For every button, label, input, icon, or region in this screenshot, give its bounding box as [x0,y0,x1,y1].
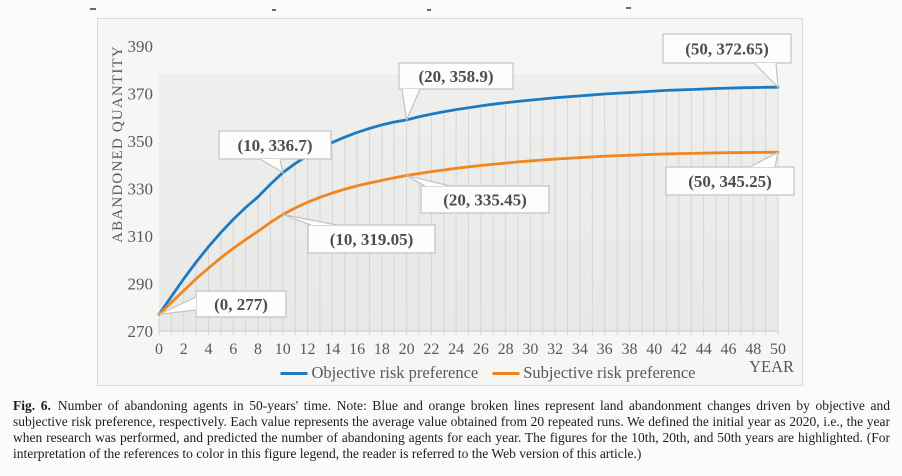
figure-caption: Fig. 6. Number of abandoning agents in 50… [13,398,890,462]
svg-text:(50, 345.25): (50, 345.25) [688,172,772,191]
cropped-text-artifact [427,9,431,11]
annotation-callout: (10, 319.05) [282,213,436,254]
svg-text:32: 32 [547,341,563,358]
annotation-callout: (0, 277) [158,290,287,318]
legend-item-objective: Objective risk preference [280,363,478,383]
svg-text:50: 50 [770,341,786,358]
legend-label-objective: Objective risk preference [311,363,479,382]
svg-text:330: 330 [128,180,154,199]
svg-text:350: 350 [128,132,154,151]
svg-text:(20, 335.45): (20, 335.45) [443,191,527,210]
svg-text:16: 16 [349,341,365,358]
svg-text:(0, 277): (0, 277) [214,295,268,314]
legend-item-subjective: Subjective risk preference [492,363,696,383]
subjective-line [157,150,780,316]
legend-swatch-subjective [492,371,520,375]
svg-text:6: 6 [229,341,237,358]
svg-text:14: 14 [324,341,340,358]
cropped-text-artifact [90,8,96,10]
svg-text:36: 36 [597,341,613,358]
svg-text:48: 48 [745,341,761,358]
svg-text:10: 10 [275,341,291,358]
svg-text:24: 24 [448,341,464,358]
svg-text:390: 390 [128,37,154,56]
legend: Objective risk preference Subjective ris… [280,363,696,383]
svg-text:4: 4 [205,341,213,358]
annotation-callout: (10, 336.7) [218,130,332,174]
svg-text:8: 8 [254,341,262,358]
svg-text:22: 22 [423,341,439,358]
svg-text:46: 46 [720,341,736,358]
cropped-text-artifact [626,7,631,9]
svg-text:(10, 336.7): (10, 336.7) [237,136,312,155]
svg-text:18: 18 [374,341,390,358]
x-axis-title: YEAR [749,357,794,376]
chart-figure: ABANDONED QUANTITY 0 2 4 6 8 10 12 14 16 18 20 22 24… [97,18,803,386]
annotation-callout: (50, 372.65) [662,33,792,89]
cropped-text-artifact [272,9,276,11]
legend-swatch-objective [280,371,308,375]
svg-text:2: 2 [180,341,188,358]
svg-text:0: 0 [155,341,163,358]
caption-text: Number of abandoning agents in 50-years'… [13,398,891,461]
svg-text:310: 310 [128,227,154,246]
svg-text:34: 34 [572,341,588,358]
annotation-callout: (20, 335.45) [406,174,550,214]
svg-text:270: 270 [128,322,154,341]
svg-text:44: 44 [696,341,712,358]
svg-text:12: 12 [300,341,316,358]
svg-text:30: 30 [522,341,538,358]
objective-line [157,85,780,316]
figure-label: Fig. 6. [13,398,51,413]
y-tick-labels: 270 290 310 330 350 370 390 [128,37,154,341]
plot-svg: 0 2 4 6 8 10 12 14 16 18 20 22 24 26 28 30 32 34 36 38 40 42 4… [128,33,795,376]
svg-text:20: 20 [399,341,415,358]
svg-text:(50, 372.65): (50, 372.65) [685,40,769,59]
svg-text:28: 28 [498,341,514,358]
svg-text:370: 370 [128,85,154,104]
svg-text:42: 42 [671,341,687,358]
annotation-callout: (20, 358.9) [398,62,514,123]
x-tick-labels: 0 2 4 6 8 10 12 14 16 18 20 22 24 26 28 30 32 34 36 38 40 42 4… [155,341,786,358]
annotation-callout: (50, 345.25) [665,151,795,196]
svg-text:26: 26 [473,341,489,358]
legend-label-subjective: Subjective risk preference [523,363,696,382]
svg-text:(10, 319.05): (10, 319.05) [330,230,414,249]
svg-text:38: 38 [621,341,637,358]
svg-text:(20, 358.9): (20, 358.9) [418,67,493,86]
svg-text:40: 40 [646,341,662,358]
svg-text:290: 290 [128,275,154,294]
